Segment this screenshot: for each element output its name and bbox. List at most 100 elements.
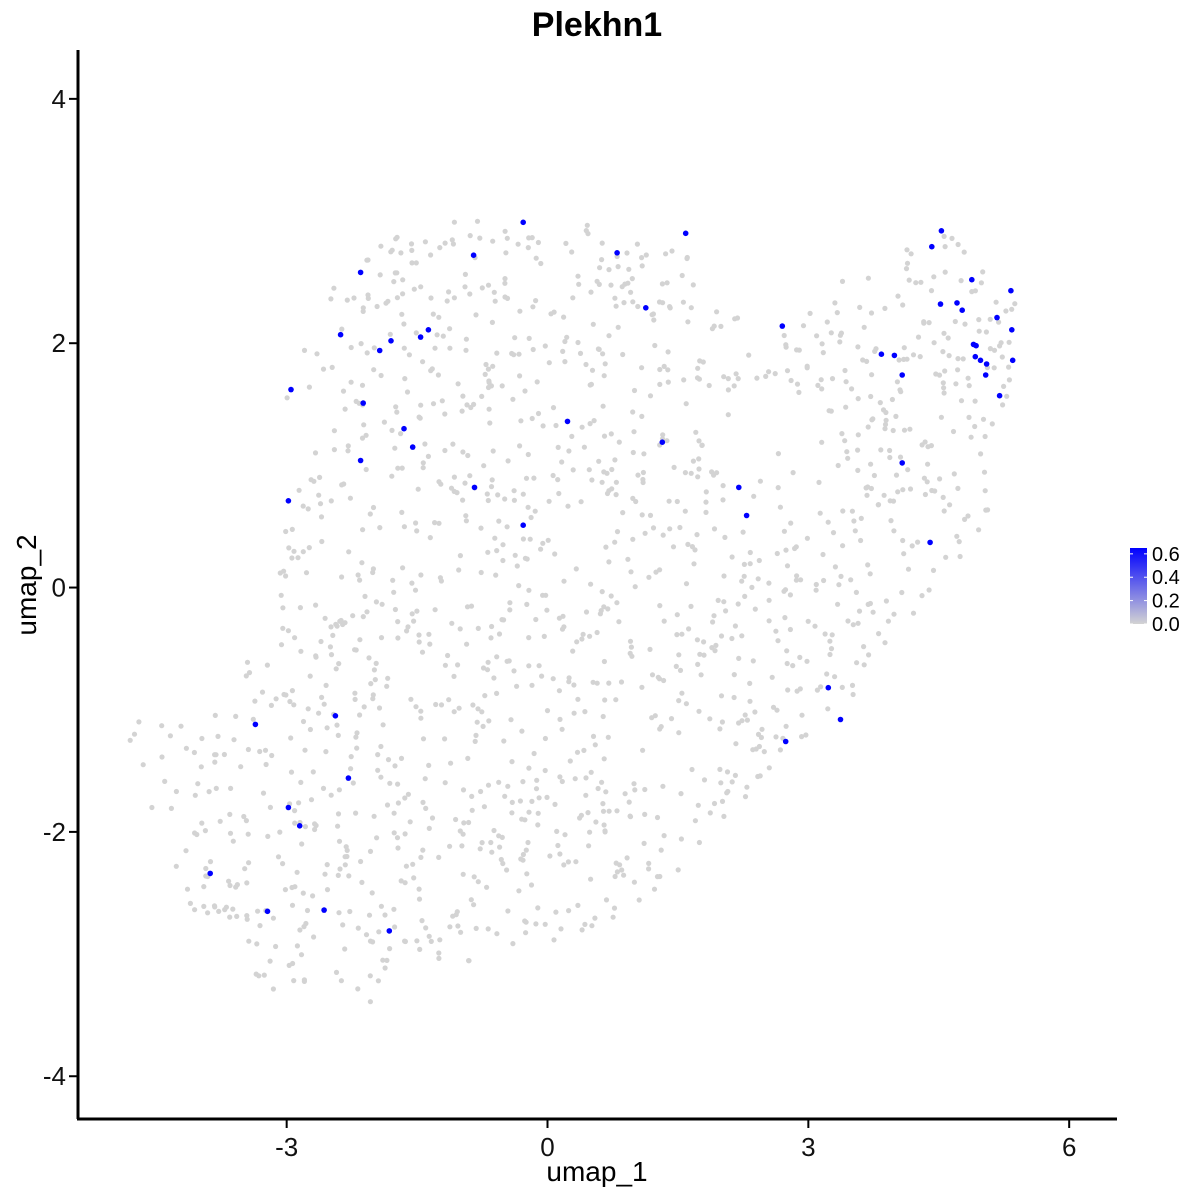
cell-point — [312, 826, 318, 833]
cell-point — [630, 536, 636, 542]
cell-point — [653, 569, 659, 575]
cell-point — [608, 593, 614, 599]
cell-point — [725, 376, 731, 382]
cell-point — [167, 733, 173, 739]
cell-point — [930, 567, 937, 574]
cell-point — [866, 652, 872, 658]
expressing-cell-point — [321, 907, 327, 913]
cell-point — [526, 765, 532, 771]
cell-point — [377, 525, 383, 531]
expressing-cell-point — [743, 512, 750, 519]
cell-point — [494, 350, 500, 356]
cell-point — [322, 871, 328, 877]
cell-point — [306, 384, 312, 390]
cell-point — [551, 937, 557, 943]
cell-point — [318, 638, 324, 645]
cell-point — [682, 508, 688, 514]
cell-point — [420, 847, 426, 853]
cell-point — [599, 240, 605, 246]
cell-point — [385, 298, 391, 304]
cell-point — [313, 822, 319, 829]
cell-point — [639, 413, 645, 419]
cell-point — [420, 465, 426, 471]
cell-point — [877, 400, 883, 406]
cell-point — [649, 672, 656, 678]
expressing-cell-point — [782, 738, 789, 745]
cell-point — [531, 475, 537, 481]
cell-point — [378, 743, 384, 750]
cell-point — [555, 477, 561, 483]
cell-point — [442, 736, 448, 742]
expressing-cell-point — [614, 250, 620, 256]
cell-point — [614, 529, 621, 535]
cell-point — [854, 660, 860, 666]
cell-point — [348, 379, 354, 385]
cell-point — [747, 680, 753, 687]
cell-point — [254, 941, 260, 947]
cell-point — [502, 294, 508, 300]
cell-point — [741, 561, 748, 568]
cell-point — [684, 255, 690, 262]
cell-point — [435, 372, 441, 378]
cell-point — [547, 853, 553, 859]
cell-point — [901, 356, 907, 362]
cell-point — [608, 282, 614, 288]
cell-point — [835, 462, 841, 469]
x-axis-ticks: -3 0 3 6 — [275, 1119, 1076, 1162]
cell-point — [680, 299, 687, 305]
cell-point — [261, 972, 267, 978]
cell-point — [384, 683, 390, 689]
cell-point — [473, 925, 479, 932]
cell-point — [744, 784, 750, 790]
cell-point — [242, 866, 248, 872]
cell-point — [227, 914, 233, 920]
cell-point — [689, 766, 695, 773]
cell-point — [639, 512, 645, 518]
cell-point — [952, 318, 958, 325]
cell-point — [393, 236, 399, 242]
cell-point — [465, 755, 471, 762]
cell-point — [602, 697, 608, 703]
cell-point — [558, 926, 564, 932]
cell-point — [502, 280, 508, 286]
cell-point — [794, 381, 801, 387]
cell-point — [331, 285, 337, 291]
cell-point — [696, 438, 702, 444]
cell-point — [469, 807, 475, 813]
cell-point — [507, 607, 513, 613]
cell-point — [477, 846, 483, 852]
cell-point — [586, 467, 592, 473]
cell-point — [524, 871, 530, 877]
cell-point — [530, 304, 536, 310]
cell-point — [725, 387, 732, 393]
cell-point — [783, 723, 789, 729]
cell-point — [263, 761, 269, 768]
cell-point — [413, 520, 419, 526]
cell-point — [947, 502, 953, 508]
cell-point — [470, 702, 476, 708]
cell-point — [367, 511, 373, 517]
cell-point — [440, 333, 446, 339]
cell-point — [703, 509, 709, 515]
cell-point — [683, 701, 690, 707]
cell-point — [832, 564, 839, 570]
cell-point — [622, 791, 628, 797]
cell-point — [442, 662, 448, 668]
cell-point — [450, 441, 456, 447]
cell-point — [996, 319, 1002, 325]
expressing-cell-point — [470, 252, 477, 258]
cell-point — [394, 295, 400, 301]
cell-point — [409, 260, 415, 266]
cell-point — [492, 535, 498, 541]
cell-point — [597, 265, 603, 271]
cell-point — [905, 566, 912, 572]
cell-point — [359, 382, 366, 388]
cell-point — [320, 366, 327, 372]
cell-point — [531, 750, 537, 757]
cell-point — [694, 375, 701, 381]
cell-point — [615, 264, 621, 270]
cell-point — [136, 719, 142, 725]
cell-point — [697, 358, 703, 364]
cell-point — [676, 730, 682, 736]
cell-point — [570, 295, 576, 301]
